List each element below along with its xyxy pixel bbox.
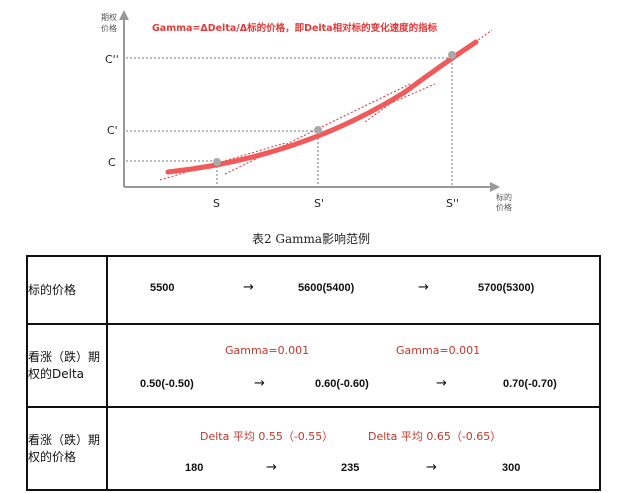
x-tick-s-double-prime: S'' <box>446 197 459 210</box>
gamma-note: Gamma=0.001 <box>225 344 310 357</box>
y-axis-label-line1: 期权 <box>101 12 117 22</box>
delta-average-note: Delta 平均 0.65（-0.65） <box>368 430 502 443</box>
table-caption: 表2 Gamma影响范例 <box>251 232 371 246</box>
row-values-underlying-price: 5500 → 5600(5400) → 5700(5300) <box>106 255 601 325</box>
tangent-extra <box>374 83 436 111</box>
guide-lines <box>126 55 453 186</box>
arrow-icon: → <box>243 280 254 295</box>
point-s <box>213 158 221 166</box>
arrow-icon: → <box>266 460 277 475</box>
table-row: 标的价格 5500 → 5600(5400) → 5700(5300) <box>26 255 601 325</box>
value-cell: 300 <box>502 462 521 474</box>
arrow-icon: → <box>254 376 265 391</box>
value-cell: 180 <box>185 462 204 474</box>
row-label-delta: 看涨（跌）期权的Delta <box>26 323 108 408</box>
arrow-icon: → <box>426 460 437 475</box>
gamma-diagram: 期权 价格 标的 价格 Gamma=ΔDelta/Δ标的价格，即Delta相对标… <box>101 10 512 212</box>
option-price-curve <box>165 39 479 175</box>
table-row: 看涨（跌）期权的价格 Delta 平均 0.55（-0.55） Delta 平均… <box>26 406 601 491</box>
value-cell: 0.60(-0.60) <box>315 378 369 390</box>
row-values-delta: Gamma=0.001 Gamma=0.001 0.50(-0.50) → 0.… <box>106 323 601 408</box>
x-tick-s-prime: S' <box>314 197 324 210</box>
arrow-icon: → <box>436 376 447 391</box>
row-values-option-price: Delta 平均 0.55（-0.55） Delta 平均 0.65（-0.65… <box>106 406 601 491</box>
y-axis-arrowhead <box>119 10 129 20</box>
point-s-prime <box>314 126 322 134</box>
value-cell: 5700(5300) <box>478 282 535 294</box>
y-axis-label-line2: 价格 <box>101 23 117 33</box>
arrow-icon: → <box>418 280 429 295</box>
value-cell: 0.50(-0.50) <box>140 378 194 390</box>
row-label-underlying-price: 标的价格 <box>26 255 108 325</box>
point-s-double-prime <box>448 51 456 59</box>
x-axis-arrowhead <box>490 182 500 192</box>
gamma-example-table: 标的价格 5500 → 5600(5400) → 5700(5300) 看涨（跌… <box>26 255 601 491</box>
value-cell: 5600(5400) <box>298 282 355 294</box>
y-tick-c-double-prime: C'' <box>105 53 119 66</box>
y-tick-c: C <box>108 156 116 169</box>
x-tick-s: S <box>213 197 220 210</box>
diagram-title: Gamma=ΔDelta/Δ标的价格，即Delta相对标的变化速度的指标 <box>152 22 438 34</box>
delta-average-note: Delta 平均 0.55（-0.55） <box>200 430 334 443</box>
x-axis-label-line2: 价格 <box>496 202 512 212</box>
y-tick-c-prime: C' <box>107 124 118 137</box>
value-cell: 5500 <box>150 282 175 294</box>
value-cell: 0.70(-0.70) <box>503 378 557 390</box>
value-cell: 235 <box>341 462 360 474</box>
row-label-option-price: 看涨（跌）期权的价格 <box>26 406 108 491</box>
table-row: 看涨（跌）期权的Delta Gamma=0.001 Gamma=0.001 0.… <box>26 323 601 408</box>
gamma-note: Gamma=0.001 <box>396 344 481 357</box>
x-axis-label-line1: 标的 <box>496 192 512 202</box>
tangent-lines <box>159 29 493 181</box>
